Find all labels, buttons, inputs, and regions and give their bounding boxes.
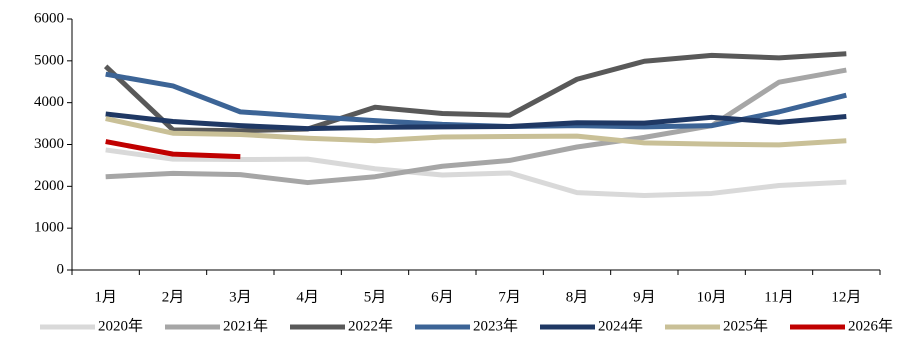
y-tick-label: 1000 (34, 220, 64, 236)
legend-label: 2020年 (98, 317, 143, 334)
x-tick-label: 5月 (364, 289, 387, 305)
x-tick-label: 3月 (229, 289, 252, 305)
x-tick-label: 8月 (566, 289, 589, 305)
x-tick-label: 4月 (296, 289, 319, 305)
x-tick-label: 10月 (697, 289, 727, 305)
x-tick-label: 6月 (431, 289, 454, 305)
y-tick-label: 6000 (34, 10, 64, 26)
y-tick-label: 0 (57, 261, 65, 277)
y-tick-label: 3000 (34, 136, 64, 152)
legend-label: 2021年 (223, 317, 268, 334)
series-line (105, 116, 847, 148)
series-line (105, 147, 847, 199)
legend-label: 2024年 (598, 317, 643, 334)
series-line (105, 139, 241, 160)
legend-label: 2026年 (848, 317, 893, 334)
x-tick-label: 11月 (764, 289, 793, 305)
y-tick-label: 4000 (34, 94, 64, 110)
legend-label: 2022年 (348, 317, 393, 334)
x-tick-label: 12月 (831, 289, 861, 305)
legend-label: 2025年 (723, 317, 768, 334)
series-line (105, 111, 847, 132)
series-line (103, 51, 847, 134)
x-tick-label: 2月 (162, 289, 185, 305)
x-tick-label: 1月 (94, 289, 117, 305)
y-tick-label: 5000 (34, 52, 64, 68)
y-tick-label: 2000 (34, 178, 64, 194)
legend-label: 2023年 (473, 317, 518, 334)
x-tick-label: 7月 (498, 289, 521, 305)
x-tick-label: 9月 (633, 289, 656, 305)
